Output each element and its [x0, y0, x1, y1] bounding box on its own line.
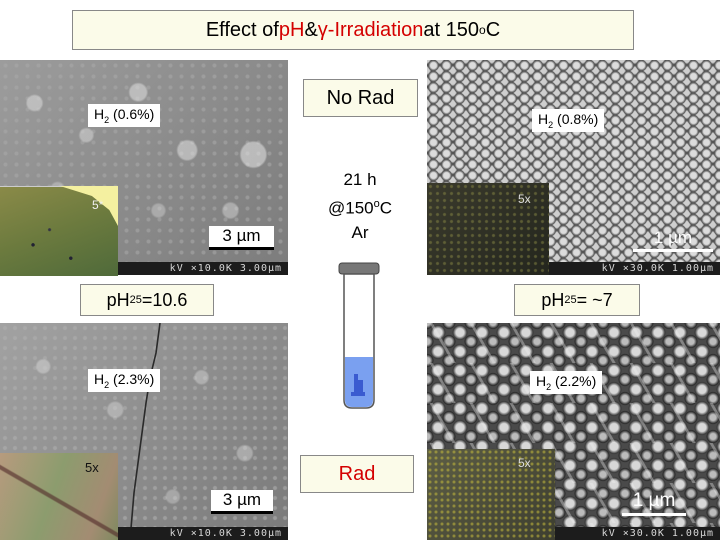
scale-bar-bottom-right: 1 µm: [622, 490, 686, 516]
ph-subscript: 25: [564, 294, 577, 306]
h2-subscript: 2: [548, 119, 554, 130]
h2-label-top-right: H2 (0.8%): [532, 109, 605, 132]
temp-unit: C: [379, 198, 393, 218]
no-rad-label: No Rad: [303, 79, 418, 117]
title-degree: o: [479, 23, 486, 37]
h2-text: H: [94, 106, 105, 122]
title-gamma: γ-Irradiation: [317, 18, 424, 41]
h2-subscript: 2: [546, 381, 552, 392]
ph-text: pH: [541, 289, 565, 310]
vial-icon: [338, 262, 380, 409]
scale-text: 1 µm: [632, 490, 676, 511]
scale-text: 3 µm: [222, 490, 262, 509]
h2-value: (2.2%): [551, 373, 597, 389]
h2-subscript: 2: [104, 114, 110, 125]
title-unit: C: [485, 18, 501, 41]
ph-text: pH: [106, 289, 130, 310]
scale-bar-bottom-left: 3 µm: [211, 490, 273, 514]
scale-line: [209, 247, 274, 250]
h2-label-bottom-right: H2 (2.2%): [530, 371, 603, 394]
optical-inset-bottom-left: [0, 453, 118, 540]
title-ph: pH: [278, 18, 305, 41]
ph-subscript: 25: [129, 294, 142, 306]
ph-value: = ~7: [576, 289, 613, 310]
h2-value: (2.3%): [109, 371, 155, 387]
optical-inset-top-left: [0, 186, 118, 276]
temp-value: @150: [327, 198, 374, 218]
ph-value: =10.6: [141, 289, 188, 310]
title-suffix: at 150: [423, 18, 479, 41]
mag-label-top-left: 5*: [92, 198, 104, 212]
scale-text: 3 µm: [222, 226, 261, 245]
h2-text: H: [538, 111, 549, 127]
conditions-text: 21 h @150oC Ar: [295, 168, 425, 245]
optical-inset-top-right: [427, 183, 549, 275]
scale-line: [211, 511, 273, 514]
h2-subscript: 2: [104, 379, 110, 390]
title-prefix: Effect of: [205, 18, 279, 41]
crack-line: [129, 323, 161, 540]
h2-text: H: [536, 373, 547, 389]
mag-label-bottom-right: 5x: [518, 456, 531, 470]
ph-label-left: pH 25 =10.6: [80, 284, 214, 316]
condition-atmosphere: Ar: [351, 222, 369, 242]
h2-value: (0.6%): [109, 106, 155, 122]
slide-title: Effect of pH & γ-Irradiation at 150 o C: [72, 10, 634, 50]
condition-temperature: @150oC: [295, 192, 425, 221]
h2-value: (0.8%): [553, 111, 599, 127]
scale-bar-top-right: 1 µm: [633, 228, 713, 252]
h2-label-top-left: H2 (0.6%): [88, 104, 161, 127]
scale-bar-top-left: 3 µm: [209, 226, 274, 250]
optical-inset-bottom-right: [427, 449, 555, 540]
title-amp: &: [304, 18, 318, 41]
rad-label: Rad: [300, 455, 414, 493]
h2-text: H: [94, 371, 105, 387]
condition-duration: 21 h: [343, 170, 377, 189]
ph-label-right: pH 25 = ~7: [514, 284, 640, 316]
scale-line: [633, 249, 713, 252]
scale-line: [622, 513, 686, 516]
h2-label-bottom-left: H2 (2.3%): [88, 369, 161, 392]
scale-text: 1 µm: [653, 228, 693, 247]
temp-degree: o: [373, 198, 380, 210]
mag-label-bottom-left: 5x: [85, 460, 99, 475]
mag-label-top-right: 5x: [518, 192, 531, 206]
